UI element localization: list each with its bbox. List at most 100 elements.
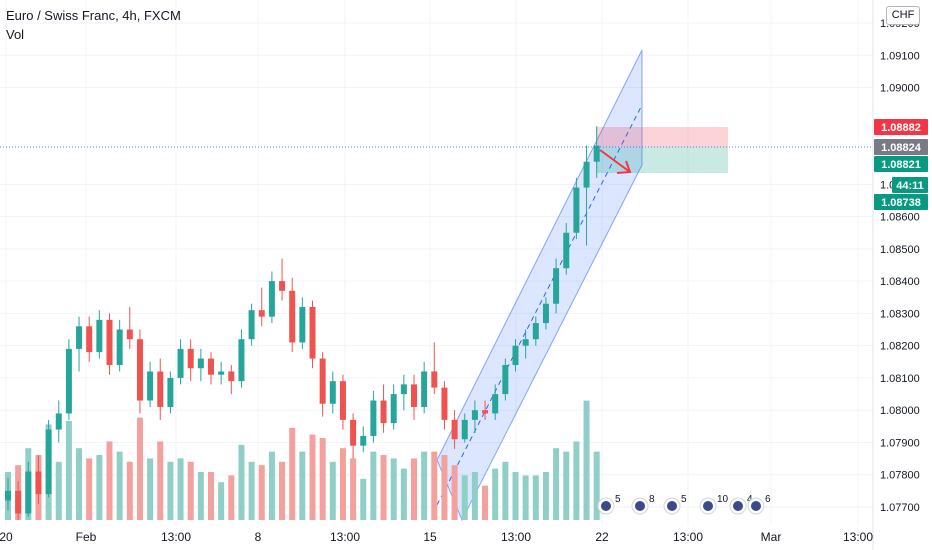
volume-bar [126, 461, 133, 520]
volume-bar [147, 458, 154, 520]
event-dot [703, 501, 713, 511]
volume-bar [167, 461, 174, 520]
volume-bar [238, 444, 245, 520]
projection-arrow[interactable] [599, 149, 632, 174]
candle-body [279, 281, 286, 291]
x-tick-label: 8 [255, 530, 262, 544]
candle-body [45, 429, 52, 495]
candle-body [563, 232, 570, 269]
volume-bar [76, 448, 83, 520]
candle-body [441, 387, 448, 420]
candle-body [390, 394, 397, 424]
y-tick-label: 1.08600 [880, 212, 920, 224]
volume-bar [136, 417, 143, 520]
x-tick-label: 13:00 [843, 530, 873, 544]
candle-body [187, 348, 194, 369]
y-tick-label: 1.08500 [880, 244, 920, 256]
x-tick-label: Feb [76, 530, 97, 544]
candle-body [471, 410, 478, 420]
candle-body [86, 326, 93, 353]
volume-bar [400, 468, 407, 520]
price-label-open [874, 194, 928, 210]
x-tick-label: 13:00 [330, 530, 360, 544]
price-axis[interactable]: 1.07700 1.07800 1.07900 1.08000 1.08100 1.082… [880, 18, 920, 514]
y-tick-label: 1.08200 [880, 341, 920, 353]
event-count: 6 [765, 494, 771, 505]
candle-body [5, 490, 11, 501]
volume-bar [177, 458, 184, 520]
candle-body [431, 371, 438, 388]
candle-body [329, 381, 336, 404]
candle-body [339, 381, 346, 420]
symbol-title[interactable]: Euro / Swiss Franc, 4h, FXCM [6, 8, 181, 23]
y-tick-label: 1.08400 [880, 276, 920, 288]
volume-bar [471, 472, 478, 520]
y-tick-label: 1.08300 [880, 308, 920, 320]
event-count: 8 [649, 494, 655, 505]
volume-bar [116, 451, 123, 520]
candle-body [258, 310, 265, 317]
event-count: 10 [717, 494, 729, 505]
volume-bar [421, 451, 428, 520]
volume-bar [553, 448, 560, 520]
x-tick-label: Mar [761, 530, 782, 544]
candle-body [573, 187, 580, 233]
volume-bar [106, 441, 113, 520]
volume-bar [350, 458, 357, 520]
price-label-text: 1.08821 [881, 159, 921, 171]
economic-events[interactable]: 5 8 5 10 4 6 [597, 494, 771, 515]
y-tick-label: 1.09000 [880, 83, 920, 95]
y-tick-label: 1.08000 [880, 405, 920, 417]
volume-bar [431, 451, 438, 520]
x-tick-label: 13:00 [673, 530, 703, 544]
volume-bar [319, 438, 326, 520]
candle-body [238, 339, 245, 382]
price-label-text: 1.08882 [881, 122, 921, 134]
candle-body [350, 419, 357, 446]
candle-body [553, 268, 560, 304]
volume-bar [522, 475, 529, 520]
candle-body [502, 365, 509, 395]
candle-body [218, 371, 225, 375]
volume-bar [512, 472, 519, 520]
candle-body [299, 306, 306, 343]
candle-body [177, 348, 184, 378]
candles [5, 126, 600, 520]
volume-bar [187, 461, 194, 520]
volume-bar [542, 472, 549, 520]
event-count: 5 [615, 494, 621, 505]
volume-bar [380, 455, 387, 520]
volume-bar [563, 451, 570, 520]
reward-zone[interactable] [596, 147, 728, 173]
candle-body [532, 323, 539, 340]
price-label-stop [874, 156, 928, 172]
volume-bar [492, 468, 499, 520]
candle-body [136, 339, 143, 401]
y-tick-label: 1.09100 [880, 50, 920, 62]
volume-bar [441, 455, 448, 520]
event-count: 5 [681, 494, 687, 505]
candle-body [319, 358, 326, 404]
volume-bar [370, 451, 377, 520]
volume-bar [299, 451, 306, 520]
candle-body [35, 471, 42, 495]
candle-body [25, 471, 32, 514]
x-tick-label: 13:00 [161, 530, 191, 544]
price-label-text: 44:11 [896, 180, 924, 192]
time-axis[interactable]: 20 Feb 13:00 8 13:00 15 13:00 22 13:00 Mar 13:00 [0, 530, 873, 544]
volume-bar [208, 472, 214, 520]
candle-body [167, 377, 174, 407]
volume-label: Vol [6, 27, 25, 42]
trend-channel[interactable] [436, 49, 643, 522]
volume-bar [96, 455, 103, 520]
candle-body [228, 371, 235, 382]
volume-bar [86, 458, 93, 520]
currency-badge[interactable]: CHF [886, 6, 920, 25]
event-count: 4 [747, 494, 753, 505]
risk-zone[interactable] [596, 127, 728, 147]
y-tick-label: 1.07900 [880, 437, 920, 449]
chart-grid [0, 0, 873, 525]
volume-bar [583, 400, 590, 520]
candle-body [65, 348, 72, 414]
